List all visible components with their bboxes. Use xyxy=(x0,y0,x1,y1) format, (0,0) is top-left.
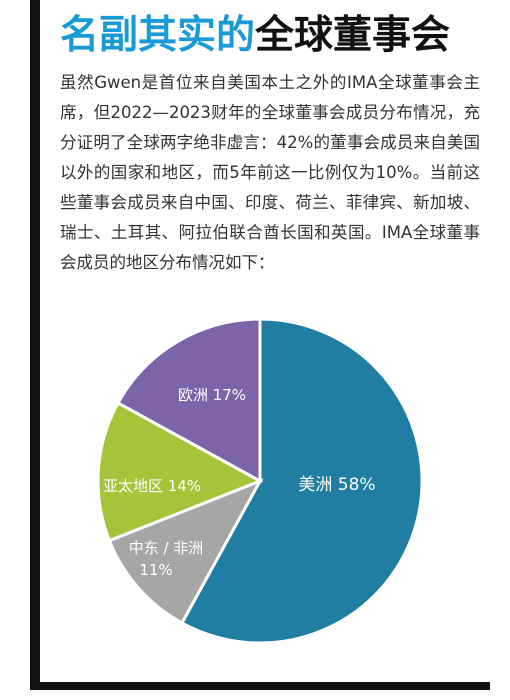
pie-slices xyxy=(96,317,424,645)
bottom-accent-bar xyxy=(30,682,490,690)
pie-slice-americas xyxy=(179,317,424,645)
title-rest: 全球董事会 xyxy=(255,13,451,58)
pie-label-mea-line1: 中东 / 非洲 xyxy=(129,539,204,557)
pie-label-apac: 亚太地区 14% xyxy=(103,477,201,495)
pie-label-europe: 欧洲 17% xyxy=(178,386,246,404)
pie-slice-apac xyxy=(96,400,264,543)
region-pie-chart: 美洲 58% 中东 / 非洲 11% 亚太地区 14% 欧洲 17% xyxy=(96,317,424,645)
pie-label-americas: 美洲 58% xyxy=(298,475,375,495)
pie-slice-mea xyxy=(107,478,264,625)
pie-label-mea-line2: 11% xyxy=(139,561,172,579)
pie-labels: 美洲 58% 中东 / 非洲 11% 亚太地区 14% 欧洲 17% xyxy=(103,386,376,579)
title-highlight: 名副其实的 xyxy=(60,13,256,58)
page-title: 名副其实的全球董事会 xyxy=(60,4,450,60)
pie-slice-europe xyxy=(116,317,262,484)
left-accent-bar xyxy=(30,0,40,690)
intro-paragraph: 虽然Gwen是首位来自美国本土之外的IMA全球董事会主席，但2022—2023财… xyxy=(60,73,480,272)
